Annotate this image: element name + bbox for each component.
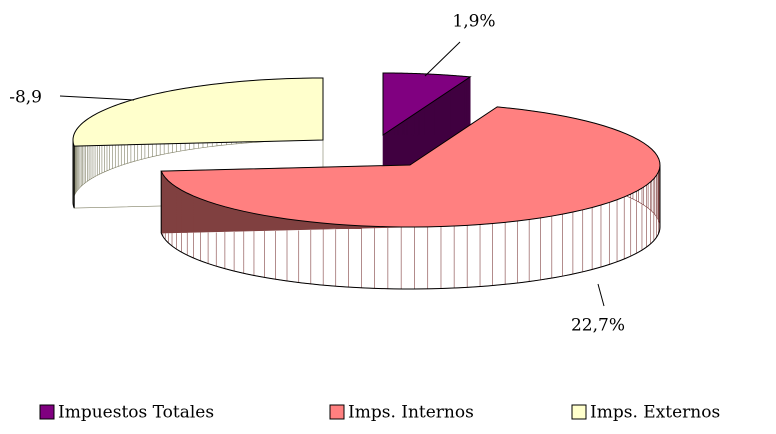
data-label: -8,9 [9,88,42,108]
slice-edge [160,165,661,290]
legend-swatch [329,404,345,420]
legend-label: Imps. Internos [348,403,474,423]
legend-label: Impuestos Totales [58,403,214,423]
leader-line [424,41,461,77]
slice-edge [72,140,75,209]
leader-line [597,283,605,307]
slice [72,77,324,147]
legend-swatch [571,404,587,420]
data-label: 22,7% [571,316,625,336]
leader-line [59,95,135,101]
slice [160,106,661,228]
legend-swatch [39,404,55,420]
data-label: 1,9% [452,12,495,32]
legend-label: Imps. Externos [590,403,720,423]
